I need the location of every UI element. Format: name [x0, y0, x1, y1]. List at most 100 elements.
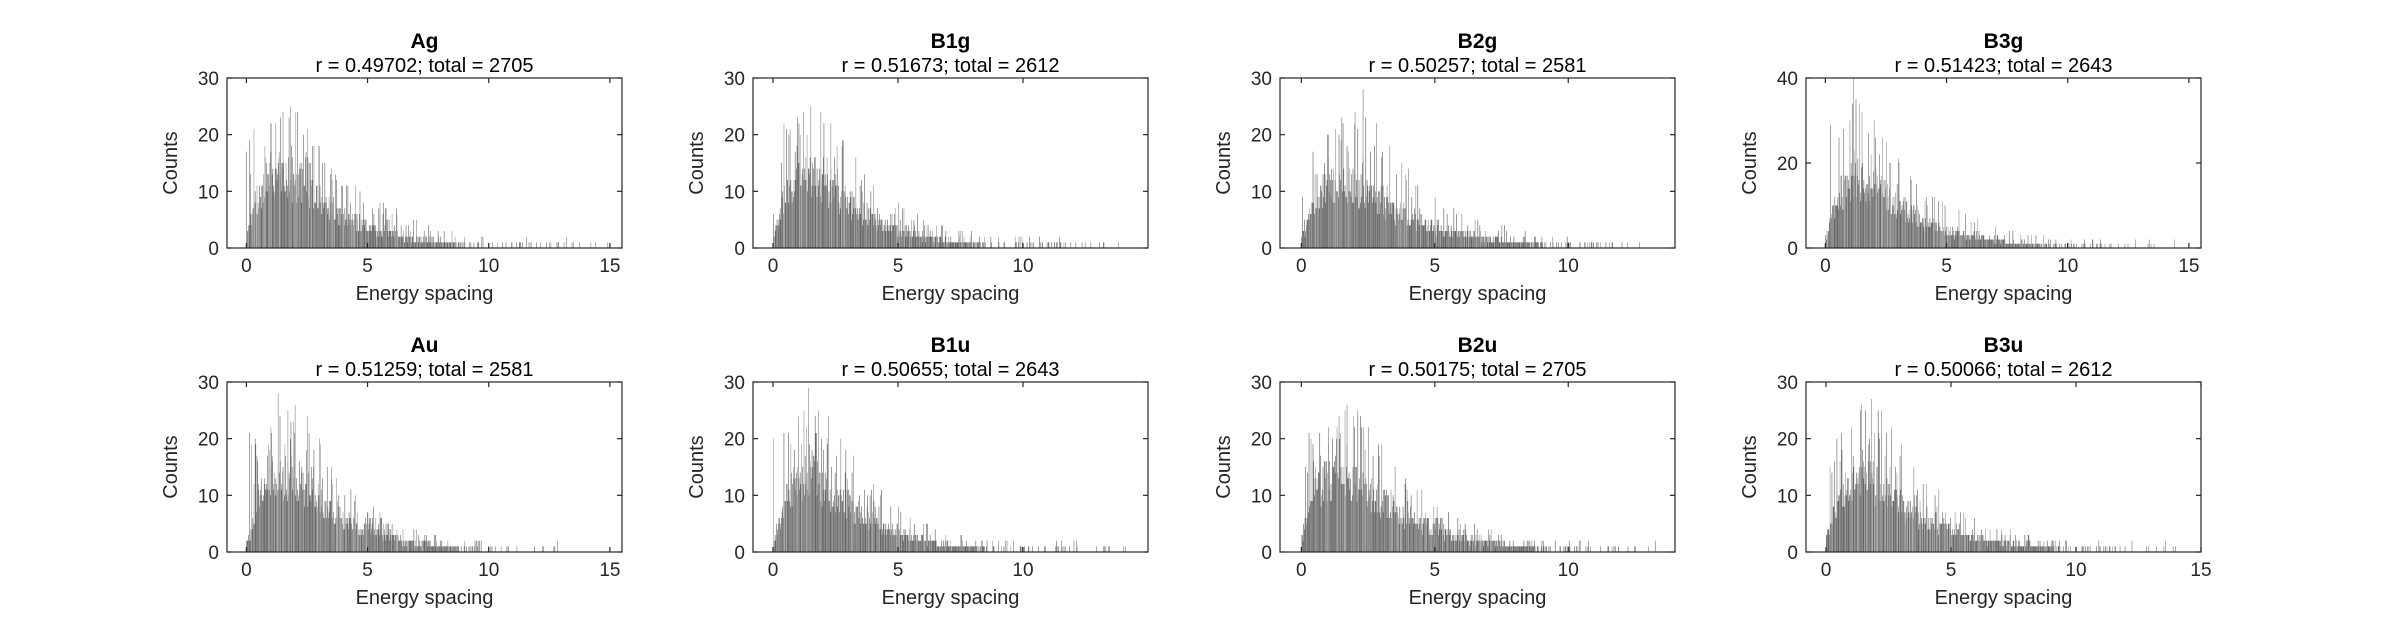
histogram-bar: [943, 546, 945, 552]
histogram-bar: [1361, 197, 1363, 248]
histogram-bar: [1400, 518, 1401, 552]
histogram-bar: [557, 242, 559, 248]
histogram-bar: [1928, 226, 1929, 248]
histogram-bar: [1065, 242, 1067, 248]
histogram-bar: [2040, 546, 2042, 552]
histogram-bar: [1859, 201, 1861, 248]
histogram-bar: [1424, 518, 1426, 552]
histogram-bar: [1412, 518, 1413, 552]
histogram-bar: [1467, 540, 1469, 552]
histogram-bar: [848, 506, 850, 552]
histogram-bar: [1522, 546, 1523, 552]
histogram-bar: [879, 529, 880, 552]
histogram-bar: [874, 214, 875, 248]
histogram-bar: [1972, 535, 1974, 552]
histogram-bar: [1462, 535, 1463, 552]
histogram-bar: [1982, 540, 1984, 552]
histogram-bar: [1835, 518, 1837, 552]
histogram-bar: [294, 433, 295, 552]
histogram-bar: [1387, 197, 1389, 248]
y-tick-label: 20: [1251, 126, 1272, 147]
histogram-bar: [1354, 123, 1355, 248]
histogram-bar: [2019, 540, 2020, 552]
histogram-bar: [1433, 506, 1435, 552]
histogram-bar: [862, 518, 863, 552]
histogram-bar: [1356, 467, 1357, 552]
histogram-bar: [308, 197, 309, 248]
histogram-bar: [883, 231, 884, 248]
histogram-bar: [1412, 214, 1413, 248]
histogram-bar: [434, 242, 435, 248]
histogram-bar: [292, 489, 294, 552]
histogram-bar: [255, 444, 257, 552]
histogram-bar: [382, 214, 384, 248]
histogram-bar: [1982, 235, 1983, 248]
histogram-bar: [778, 225, 779, 248]
histogram-bar: [1503, 242, 1505, 248]
histogram-bar: [1891, 427, 1892, 552]
histogram-bar: [833, 197, 835, 248]
histogram-bar: [266, 484, 267, 552]
histogram-bar: [1388, 214, 1390, 248]
histogram-bar: [294, 404, 296, 552]
histogram-bar: [2061, 243, 2062, 248]
histogram-bar: [1362, 89, 1364, 248]
histogram-bar: [1438, 231, 1440, 248]
histogram-bar: [403, 231, 404, 248]
histogram-bar: [1317, 489, 1319, 552]
histogram-bar: [2109, 243, 2111, 248]
histogram-bar: [783, 214, 784, 248]
histogram-bar: [2042, 546, 2044, 552]
histogram-bar: [1487, 546, 1489, 552]
histogram-bar: [409, 540, 411, 552]
histogram-bar: [2052, 546, 2054, 552]
histogram-bar: [883, 225, 885, 248]
histogram-bar: [1973, 235, 1974, 248]
histogram-bar: [1401, 518, 1403, 552]
histogram-bar: [836, 455, 837, 552]
histogram-bar: [1366, 484, 1367, 552]
histogram-bar: [954, 242, 955, 248]
histogram-bar: [1301, 535, 1303, 552]
y-tick-label: 20: [198, 126, 219, 147]
histogram-bar: [430, 242, 432, 248]
histogram-bar: [507, 546, 509, 552]
histogram-bar: [262, 202, 264, 248]
histogram-bar: [938, 242, 939, 248]
histogram-bar: [1349, 489, 1351, 552]
histogram-bar: [1436, 236, 1437, 248]
histogram-bar: [302, 472, 304, 552]
histogram-bar: [249, 433, 251, 552]
histogram-bar: [1911, 512, 1912, 552]
histogram-bar: [1480, 540, 1481, 552]
histogram-bar: [1504, 540, 1505, 552]
histogram-bar: [337, 506, 339, 552]
histogram-bar: [1974, 540, 1976, 552]
histogram-bar: [2041, 546, 2043, 552]
histogram-bar: [1829, 222, 1830, 248]
histogram-bar: [949, 540, 951, 552]
histogram-bar: [1320, 506, 1322, 552]
histogram-bar: [1954, 239, 1956, 248]
histogram-bar: [353, 219, 355, 248]
histogram-bar: [412, 540, 414, 552]
histogram-bar: [1922, 529, 1923, 552]
x-axis-label: Energy spacing: [1935, 283, 2073, 305]
histogram-bar: [440, 546, 442, 552]
histogram-bar: [342, 185, 343, 248]
histogram-bar: [519, 242, 521, 248]
histogram-bar: [826, 157, 828, 248]
histogram-bar: [851, 472, 853, 552]
histogram-bar: [256, 455, 258, 552]
histogram-bar: [844, 185, 846, 248]
histogram-bar: [1869, 484, 1871, 552]
histogram-bar: [1413, 219, 1415, 248]
histogram-bar: [801, 501, 803, 552]
histogram-bar: [1427, 225, 1429, 248]
histogram-bar: [1881, 175, 1882, 248]
histogram-bar: [1864, 201, 1866, 248]
histogram-bar: [1513, 236, 1515, 248]
histogram-bar: [1326, 185, 1327, 248]
histogram-bar: [1506, 231, 1507, 248]
